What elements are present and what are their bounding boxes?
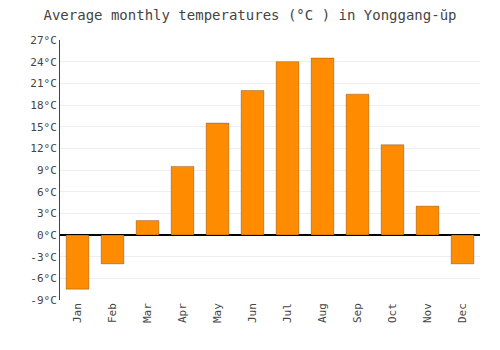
svg-text:Jul: Jul bbox=[281, 303, 294, 323]
svg-text:Sep: Sep bbox=[351, 303, 364, 323]
svg-text:Average monthly temperatures (: Average monthly temperatures (°C ) in Yo… bbox=[43, 7, 456, 23]
svg-text:-9°C: -9°C bbox=[30, 294, 57, 307]
svg-text:27°C: 27°C bbox=[30, 34, 57, 47]
svg-text:Aug: Aug bbox=[316, 303, 329, 323]
svg-text:18°C: 18°C bbox=[30, 99, 57, 112]
svg-text:Mar: Mar bbox=[141, 303, 154, 323]
svg-text:15°C: 15°C bbox=[30, 121, 57, 134]
svg-text:Oct: Oct bbox=[386, 303, 399, 323]
svg-text:6°C: 6°C bbox=[37, 186, 57, 199]
svg-text:9°C: 9°C bbox=[37, 164, 57, 177]
svg-text:24°C: 24°C bbox=[30, 56, 57, 69]
svg-text:3°C: 3°C bbox=[37, 207, 57, 220]
svg-text:Feb: Feb bbox=[106, 303, 119, 323]
svg-text:12°C: 12°C bbox=[30, 142, 57, 155]
svg-text:Nov: Nov bbox=[421, 303, 434, 323]
svg-text:Jan: Jan bbox=[71, 303, 84, 323]
svg-text:-6°C: -6°C bbox=[30, 272, 57, 285]
svg-text:Apr: Apr bbox=[176, 303, 189, 323]
svg-text:Dec: Dec bbox=[456, 303, 469, 323]
svg-text:0°C: 0°C bbox=[37, 229, 57, 242]
svg-text:May: May bbox=[211, 303, 224, 323]
svg-text:21°C: 21°C bbox=[30, 77, 57, 90]
svg-text:Jun: Jun bbox=[246, 303, 259, 323]
svg-text:-3°C: -3°C bbox=[30, 251, 57, 264]
